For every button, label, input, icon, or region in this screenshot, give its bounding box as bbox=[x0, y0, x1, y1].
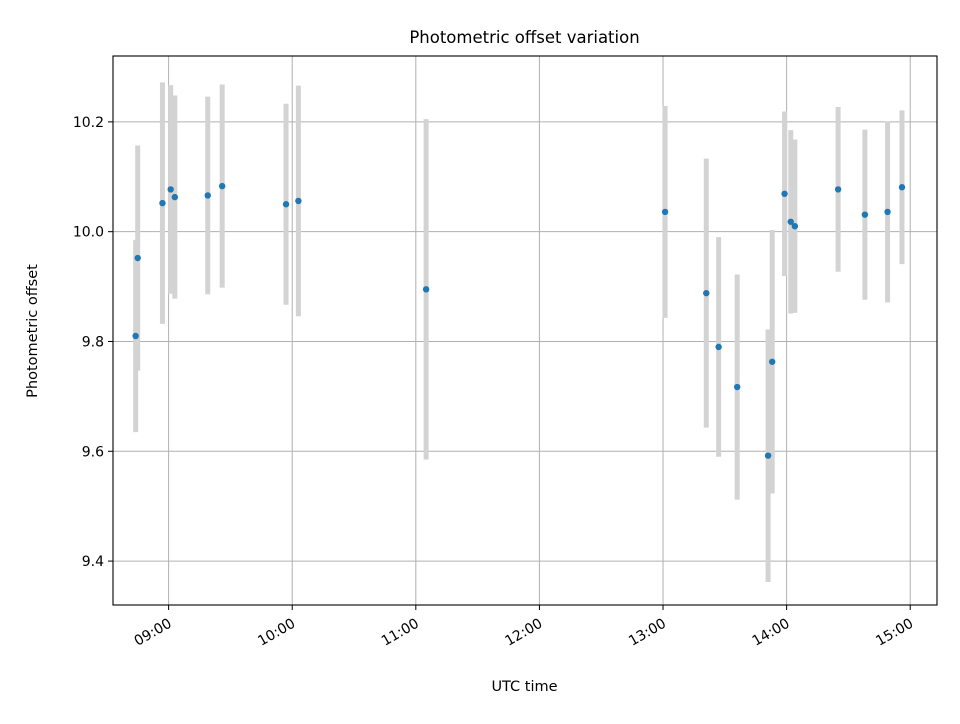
data-point bbox=[282, 201, 290, 208]
data-point bbox=[787, 218, 794, 225]
data-points bbox=[132, 182, 906, 459]
data-point bbox=[204, 192, 211, 199]
data-point bbox=[218, 182, 226, 190]
data-point bbox=[791, 222, 799, 230]
y-tick-label: 9.4 bbox=[82, 554, 104, 570]
data-point bbox=[171, 193, 178, 201]
data-point bbox=[703, 289, 710, 297]
data-point bbox=[134, 254, 141, 262]
data-point bbox=[159, 199, 166, 207]
y-tick-label: 9.8 bbox=[82, 334, 104, 350]
x-axis-label: UTC time bbox=[491, 679, 557, 695]
data-point bbox=[132, 332, 139, 340]
data-point bbox=[834, 186, 842, 193]
data-point bbox=[422, 286, 430, 293]
data-point bbox=[764, 452, 772, 459]
data-point bbox=[167, 186, 174, 193]
data-point bbox=[661, 208, 669, 216]
data-point bbox=[733, 383, 741, 391]
data-point bbox=[295, 197, 302, 205]
y-axis-label: Photometric offset bbox=[25, 264, 41, 398]
data-point bbox=[781, 190, 788, 197]
y-tick-label: 9.6 bbox=[82, 444, 104, 460]
y-tick-label: 10.2 bbox=[73, 115, 104, 131]
plot-frame bbox=[112, 55, 938, 606]
data-point bbox=[898, 184, 906, 191]
data-point bbox=[884, 208, 891, 216]
data-point bbox=[715, 343, 722, 351]
y-tick-label: 10.0 bbox=[73, 225, 104, 241]
data-point bbox=[861, 211, 869, 218]
chart-title: Photometric offset variation bbox=[409, 28, 639, 47]
y-axis: 9.4 9.6 9.8 10.0 10.2 bbox=[73, 115, 113, 570]
data-point bbox=[769, 358, 776, 365]
